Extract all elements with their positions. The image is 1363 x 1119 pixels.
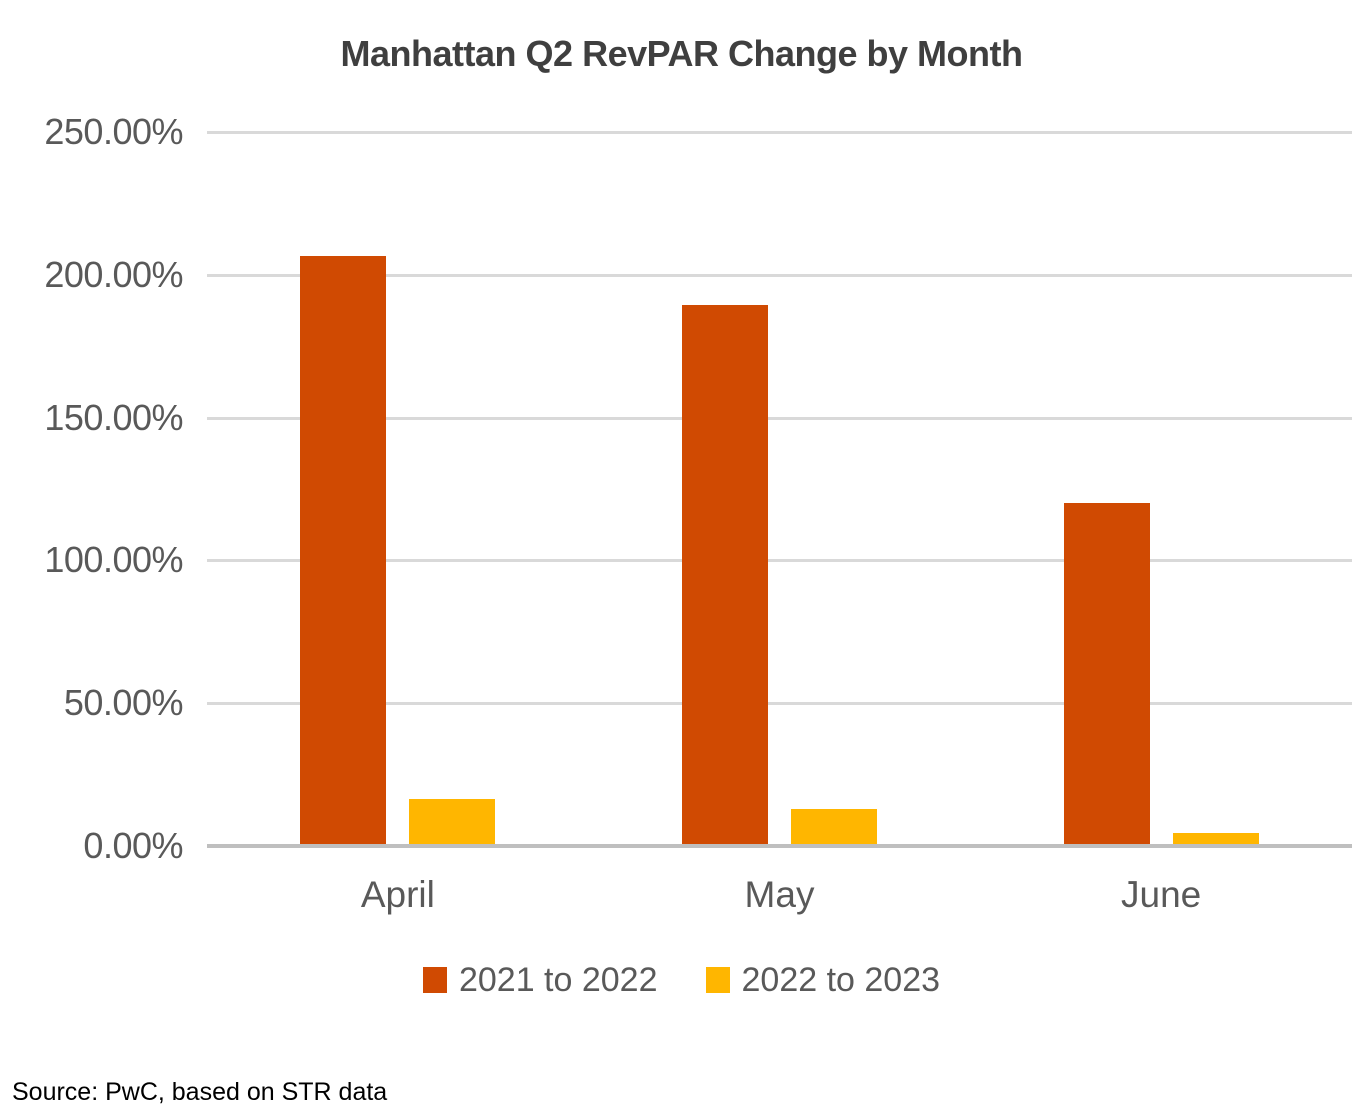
y-tick-label: 250.00% [44,111,183,152]
y-tick-label: 200.00% [44,253,183,295]
bar-june-series2 [1172,832,1259,846]
legend-swatch-icon [705,967,730,993]
gridline [207,131,1352,134]
x-tick-label-april: April [360,874,435,915]
x-tick-label-may: May [744,874,815,915]
y-tick-label: 50.00% [63,682,184,724]
y-tick-label: 100.00% [44,539,183,581]
legend-item-series2: 2022 to 2023 [705,960,941,1000]
legend-label: 2021 to 2022 [458,960,658,999]
bar-april-series1 [300,255,387,846]
gridline [207,273,1352,277]
legend-swatch-icon [422,967,447,993]
legend-item-series1: 2021 to 2022 [422,960,658,1000]
source-note: Source: PwC, based on STR data [12,1078,388,1106]
bar-june-series1 [1063,503,1150,846]
x-tick-label-june: June [1121,874,1202,915]
bar-april-series2 [409,798,496,846]
chart-title: Manhattan Q2 RevPAR Change by Month [340,33,1023,74]
x-axis-line [207,844,1352,848]
legend: 2021 to 2022 2022 to 2023 [0,950,1363,1010]
gridline [207,559,1352,563]
y-tick-label: 0.00% [83,825,183,866]
plot-area [207,131,1352,848]
gridline [207,416,1352,420]
legend-label: 2022 to 2023 [741,960,941,999]
bar-may-series2 [791,808,877,846]
y-tick-label: 150.00% [44,396,183,438]
gridline [207,702,1352,706]
bar-may-series1 [682,305,768,846]
